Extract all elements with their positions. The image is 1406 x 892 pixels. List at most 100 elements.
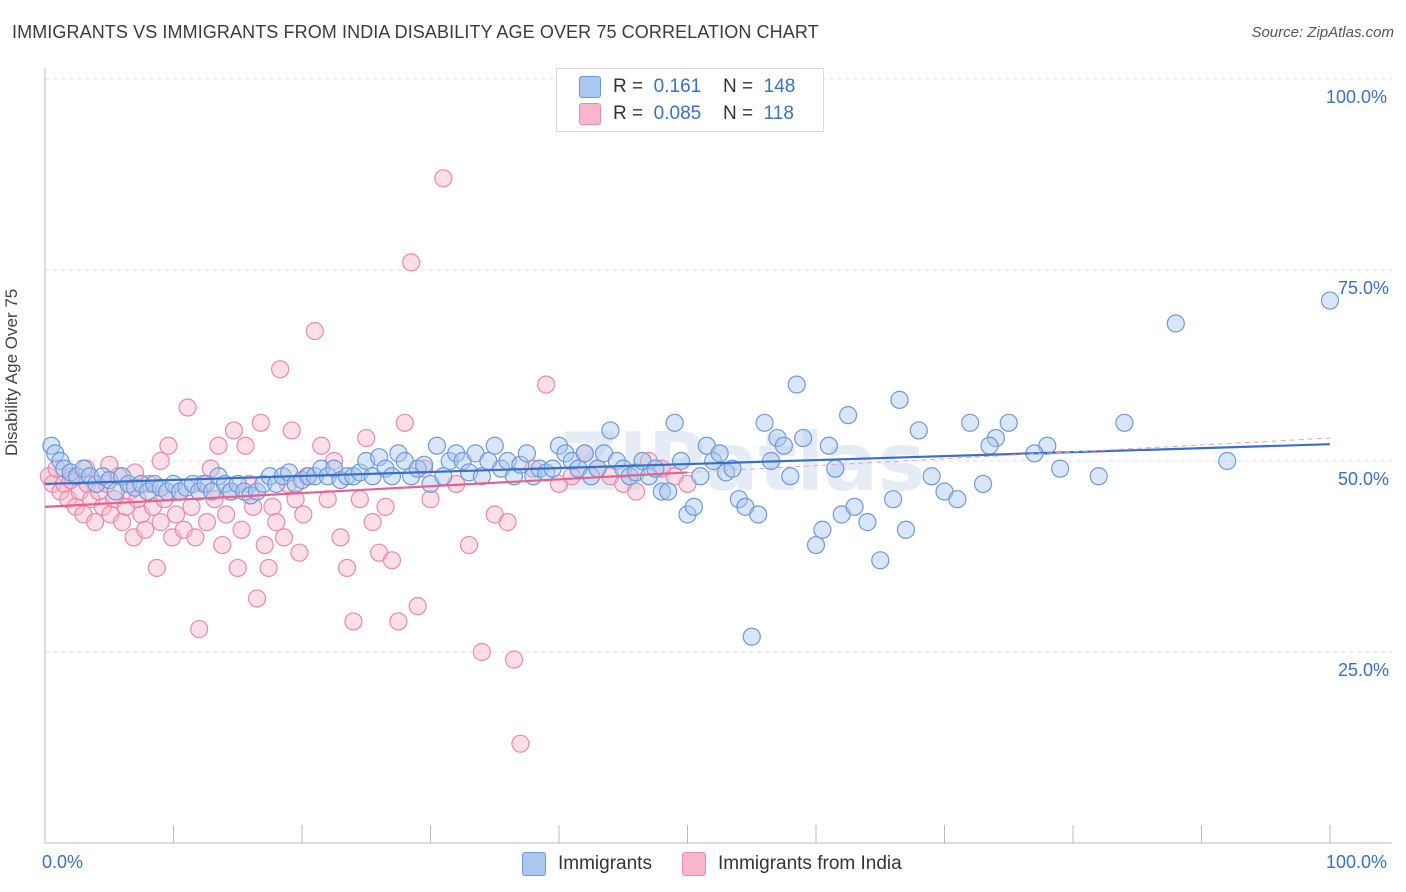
point-india (337, 558, 357, 578)
point-immigrants (794, 428, 813, 448)
point-immigrants (768, 428, 787, 448)
point-india (294, 505, 313, 524)
point-india (511, 734, 530, 753)
point-india (290, 543, 309, 562)
point-immigrants (575, 444, 594, 463)
point-immigrants (370, 448, 389, 467)
point-india (504, 650, 524, 669)
point-india (236, 436, 255, 455)
point-immigrants (1115, 413, 1134, 432)
legend-r-value: 0.161 (653, 76, 702, 97)
point-india (312, 436, 331, 455)
point-india (395, 413, 414, 432)
legend-item-immigrants: Immigrants (522, 852, 652, 876)
point-india (357, 428, 376, 448)
point-immigrants (652, 482, 671, 501)
point-india (112, 513, 132, 532)
point-immigrants (447, 444, 466, 463)
legend-row-india: R = 0.085 N = 118 (579, 102, 794, 126)
point-immigrants (774, 436, 793, 455)
point-immigrants (671, 451, 691, 471)
legend-square-pink (681, 852, 706, 876)
y-tick-50: 50.0% (1338, 469, 1390, 489)
point-immigrants (485, 436, 504, 455)
legend-swatch-blue (579, 76, 601, 98)
series-legend: Immigrants Immigrants from India (522, 852, 932, 876)
point-immigrants (228, 474, 247, 494)
point-immigrants (267, 474, 286, 494)
legend-n-value: 148 (763, 76, 796, 97)
legend-r-label: R = (613, 76, 644, 97)
point-immigrants (1051, 459, 1070, 478)
point-immigrants (973, 474, 993, 494)
point-immigrants (787, 375, 806, 394)
point-immigrants (414, 455, 434, 474)
point-immigrants (922, 467, 941, 486)
point-india (537, 375, 556, 394)
point-immigrants (986, 428, 1006, 448)
point-immigrants (80, 467, 100, 486)
point-immigrants (517, 444, 536, 463)
point-immigrants (999, 413, 1018, 432)
point-india (232, 520, 251, 539)
point-immigrants (190, 482, 209, 501)
point-india (209, 436, 228, 455)
point-immigrants (68, 467, 87, 486)
point-india (86, 513, 105, 532)
point-india (136, 520, 155, 539)
point-india (498, 513, 517, 532)
point-immigrants (704, 451, 723, 471)
point-immigrants (845, 497, 864, 516)
point-india (255, 535, 274, 555)
point-immigrants (871, 551, 890, 570)
point-india (267, 513, 286, 532)
point-immigrants (858, 513, 877, 532)
point-immigrants (742, 627, 761, 646)
point-india (224, 421, 243, 440)
legend-square-blue (522, 852, 546, 876)
legend-n-value: 118 (763, 103, 794, 124)
point-india (271, 360, 290, 379)
point-immigrants (806, 535, 826, 555)
chart-title: IMMIGRANTS VS IMMIGRANTS FROM INDIA DISA… (12, 22, 819, 42)
point-india (259, 558, 278, 578)
x-tick-min: 0.0% (42, 852, 84, 872)
point-india (186, 528, 205, 547)
point-immigrants (601, 421, 620, 440)
stats-legend: R = 0.161 N = 148 R = 0.085 N = 118 (556, 68, 824, 132)
legend-r-value: 0.085 (653, 103, 702, 124)
legend-r-label: R = (613, 103, 644, 124)
point-india (190, 619, 209, 639)
point-india (389, 612, 408, 631)
point-india (228, 558, 247, 578)
point-immigrants (826, 459, 845, 478)
point-india (421, 490, 440, 509)
point-india (217, 505, 236, 524)
legend-item-india: Immigrants from India (681, 852, 902, 876)
point-india (182, 497, 201, 516)
point-india (128, 490, 147, 509)
point-immigrants (678, 505, 697, 524)
point-immigrants (723, 459, 742, 478)
point-india (151, 513, 170, 532)
point-india (286, 490, 305, 509)
point-immigrants (665, 413, 684, 432)
trendline-immigrants (44, 443, 1331, 486)
point-immigrants (909, 421, 928, 440)
point-immigrants (132, 474, 151, 494)
point-immigrants (729, 490, 749, 509)
point-immigrants (440, 451, 459, 471)
point-immigrants (896, 520, 916, 539)
point-india (434, 169, 453, 188)
legend-label-immigrants: Immigrants (558, 853, 652, 874)
point-immigrants (215, 474, 234, 494)
point-immigrants (382, 467, 402, 486)
point-immigrants (556, 444, 575, 463)
point-india (459, 535, 479, 555)
point-india (331, 528, 350, 547)
point-india (263, 497, 282, 516)
point-immigrants (1166, 314, 1185, 333)
point-india (247, 589, 267, 608)
point-india (305, 322, 324, 341)
